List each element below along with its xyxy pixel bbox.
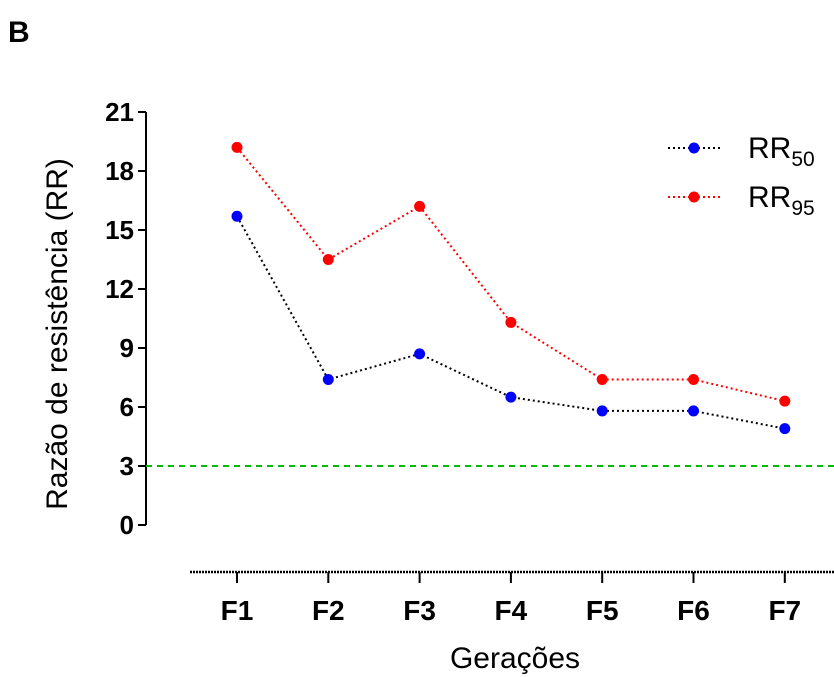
legend-item: RR95 bbox=[668, 181, 815, 220]
x-tick-label: F7 bbox=[768, 595, 801, 626]
legend: RR50 RR95 bbox=[668, 132, 815, 220]
x-tick-label: F1 bbox=[221, 595, 254, 626]
x-axis-label: Gerações bbox=[450, 642, 580, 675]
data-point bbox=[596, 405, 608, 417]
y-axis: 0 3 6 9 12 15 18 21 bbox=[105, 97, 147, 540]
data-point bbox=[322, 373, 334, 385]
legend-label: RR50 bbox=[748, 132, 815, 171]
data-point bbox=[414, 348, 426, 360]
x-tick-label: F6 bbox=[677, 595, 710, 626]
y-tick-label: 12 bbox=[105, 274, 134, 304]
x-axis: F1 F2 F3 F4 F5 F6 F7 bbox=[190, 570, 834, 626]
y-tick-label: 9 bbox=[120, 333, 134, 363]
x-ticks: F1 F2 F3 F4 F5 F6 F7 bbox=[221, 572, 801, 626]
data-point bbox=[779, 395, 791, 407]
series-line bbox=[236, 146, 786, 403]
x-tick-label: F5 bbox=[586, 595, 619, 626]
panel-letter: B bbox=[8, 16, 30, 49]
data-point bbox=[505, 316, 517, 328]
x-tick-label: F2 bbox=[312, 595, 345, 626]
data-point bbox=[231, 141, 243, 153]
data-point bbox=[596, 373, 608, 385]
data-point bbox=[322, 254, 334, 265]
x-tick-label: F4 bbox=[495, 595, 528, 626]
data-point bbox=[688, 405, 699, 417]
y-ticks: 0 3 6 9 12 15 18 21 bbox=[105, 97, 146, 540]
data-point bbox=[414, 200, 426, 212]
legend-marker bbox=[688, 142, 700, 154]
legend-marker bbox=[688, 191, 700, 203]
series-layer bbox=[231, 141, 791, 435]
series-rr95 bbox=[231, 141, 791, 407]
legend-item: RR50 bbox=[668, 132, 815, 171]
data-point bbox=[779, 423, 791, 435]
data-point bbox=[231, 210, 243, 222]
legend-label: RR95 bbox=[748, 181, 815, 220]
y-tick-label: 15 bbox=[105, 215, 134, 245]
y-axis-label: Razão de resistência (RR) bbox=[41, 158, 74, 510]
y-tick-label: 0 bbox=[120, 510, 134, 540]
data-point bbox=[688, 373, 699, 385]
x-tick-label: F3 bbox=[403, 595, 436, 626]
y-tick-label: 3 bbox=[120, 451, 134, 481]
y-tick-label: 21 bbox=[105, 97, 134, 127]
data-point bbox=[505, 391, 517, 403]
series-rr50 bbox=[231, 210, 791, 435]
y-tick-label: 6 bbox=[120, 392, 134, 422]
y-tick-label: 18 bbox=[105, 156, 134, 186]
